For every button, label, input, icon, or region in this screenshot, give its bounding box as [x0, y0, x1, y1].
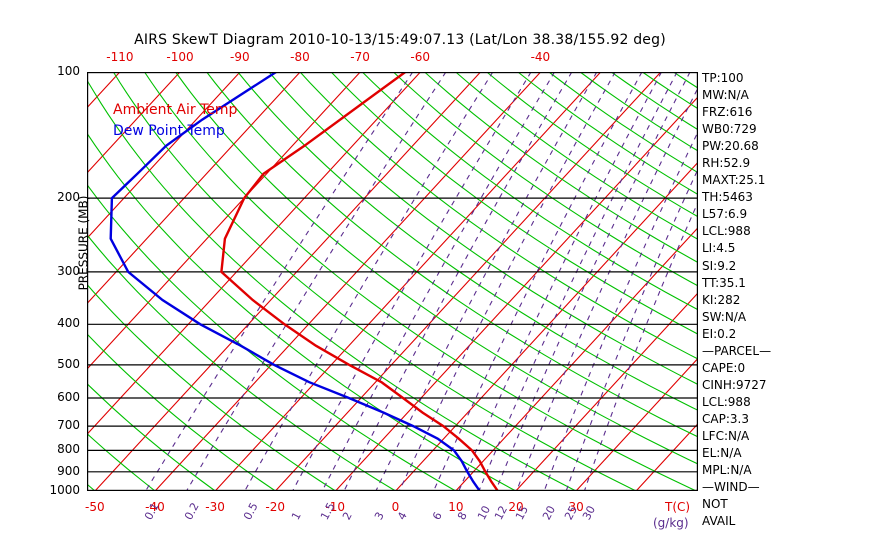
- bottom-temp-tick: 0: [391, 500, 400, 514]
- mixing-ratio-tick: 10: [474, 503, 493, 523]
- index-item: CINH:9727: [702, 377, 767, 392]
- indices-panel: TP:100 MW:N/A FRZ:616 WB0:729 PW:20.68 RH:52.…: [702, 70, 862, 530]
- index-item: EL:N/A: [702, 446, 742, 461]
- skewt-canvas: [87, 72, 698, 491]
- pressure-tick: 700: [57, 418, 80, 433]
- mixing-ratio-tick: 20: [540, 503, 559, 523]
- bottom-temp-tick: 20: [508, 500, 524, 514]
- top-temp-tick: -60: [410, 50, 430, 64]
- index-item: EI:0.2: [702, 326, 737, 341]
- dewpoint-profile-line: [109, 72, 481, 491]
- top-temp-tick: -40: [530, 50, 551, 64]
- pressure-tick: 100: [57, 64, 80, 78]
- legend-dew-point-temp: Dew Point Temp: [113, 123, 225, 139]
- index-item: MAXT:25.1: [702, 173, 766, 188]
- index-item: NOT: [702, 497, 728, 512]
- index-item: AVAIL: [702, 514, 736, 529]
- bottom-temp-tick: -20: [265, 500, 285, 514]
- temperature-axis-label: T(C): [665, 500, 691, 514]
- bottom-temp-tick: 10: [448, 500, 464, 514]
- index-item: SW:N/A: [702, 309, 747, 324]
- mixing-ratio-tick: 3: [371, 509, 387, 523]
- index-item: LCL:988: [702, 394, 751, 409]
- bottom-temp-tick: 30: [568, 500, 584, 514]
- pressure-tick: 500: [57, 356, 80, 371]
- top-temp-tick: -90: [230, 50, 250, 64]
- index-item: CAPE:0: [702, 360, 746, 375]
- pressure-tick: 600: [57, 390, 80, 405]
- index-item: MPL:N/A: [702, 463, 752, 478]
- pressure-tick: 400: [57, 316, 80, 331]
- page-title: AIRS SkewT Diagram 2010-10-13/15:49:07.1…: [134, 32, 666, 48]
- index-item: MW:N/A: [702, 88, 749, 103]
- index-item: TP:100: [702, 71, 744, 85]
- index-item: LFC:N/A: [702, 428, 750, 443]
- index-item: RH:52.9: [702, 156, 751, 171]
- index-item: TH:5463: [702, 190, 753, 205]
- pressure-tick: 200: [57, 190, 80, 205]
- mixing-ratio-tick: 4: [395, 509, 411, 523]
- top-temp-tick: -100: [166, 50, 194, 64]
- mixing-ratio-axis-label: (g/kg): [653, 516, 689, 530]
- index-item: L57:6.9: [702, 207, 748, 222]
- pressure-tick: 900: [57, 463, 80, 478]
- mixing-ratio-tick: 0.5: [240, 500, 261, 523]
- pressure-tick: 1000: [49, 483, 80, 497]
- index-item: —WIND—: [702, 480, 760, 495]
- index-item: SI:9.2: [702, 258, 737, 273]
- mixing-ratio-tick: 12: [491, 503, 510, 523]
- mixing-ratio-tick: 6: [429, 509, 445, 523]
- pressure-tick: 300: [57, 263, 80, 278]
- mixing-ratio-tick: 0.2: [182, 500, 203, 523]
- mixing-ratio-tick: 2: [340, 509, 355, 523]
- mixing-ratio-tick: 8: [454, 509, 470, 523]
- top-temp-tick: -70: [350, 50, 370, 64]
- top-temp-tick: -80: [290, 50, 310, 64]
- temperature-profile-line: [220, 72, 499, 491]
- index-item: PW:20.68: [702, 139, 759, 154]
- index-item: LI:4.5: [702, 241, 736, 256]
- bottom-temp-tick: -30: [205, 500, 225, 514]
- index-item: CAP:3.3: [702, 411, 749, 426]
- index-item: —PARCEL—: [702, 343, 772, 358]
- top-temp-tick: -110: [106, 50, 134, 64]
- index-item: TT:35.1: [702, 275, 746, 290]
- index-item: FRZ:616: [702, 105, 753, 120]
- mixing-ratio-tick: 1: [288, 509, 304, 523]
- index-item: WB0:729: [702, 122, 757, 137]
- pressure-tick: 800: [57, 442, 80, 457]
- bottom-temp-tick: -50: [85, 500, 105, 514]
- bottom-temp-tick: -10: [325, 500, 346, 514]
- index-item: LCL:988: [702, 224, 751, 239]
- bottom-temp-tick: -40: [145, 500, 165, 514]
- index-item: KI:282: [702, 292, 741, 307]
- legend-ambient-air-temp: Ambient Air Temp: [113, 102, 238, 118]
- plot-area: [87, 72, 698, 491]
